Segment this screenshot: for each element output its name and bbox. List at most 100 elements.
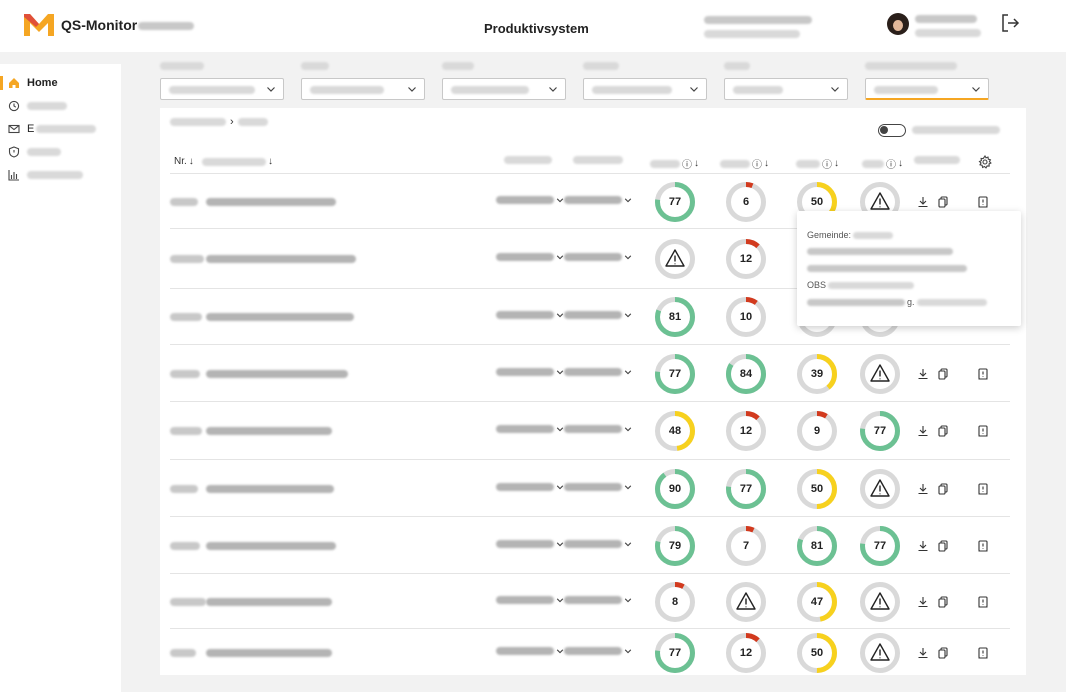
copy-icon[interactable] bbox=[937, 596, 949, 608]
filter-5[interactable] bbox=[724, 60, 848, 100]
score-donut[interactable]: 81 bbox=[796, 525, 838, 567]
download-icon[interactable] bbox=[917, 196, 929, 208]
view-toggle[interactable] bbox=[878, 124, 906, 137]
row-dropdown-a[interactable] bbox=[496, 647, 564, 655]
score-donut[interactable]: 50 bbox=[796, 468, 838, 510]
row-name[interactable] bbox=[206, 313, 354, 321]
report-icon[interactable] bbox=[977, 425, 989, 437]
sidebar-item-security[interactable] bbox=[0, 144, 61, 160]
filter-2[interactable] bbox=[301, 60, 425, 100]
score-donut[interactable]: 90 bbox=[654, 468, 696, 510]
score-donut[interactable]: 77 bbox=[654, 353, 696, 395]
row-name[interactable] bbox=[206, 598, 332, 606]
report-icon[interactable] bbox=[977, 196, 989, 208]
score-donut[interactable]: 39 bbox=[796, 353, 838, 395]
table-row[interactable]: 77 6 50 bbox=[170, 173, 1010, 228]
score-donut[interactable]: 84 bbox=[725, 353, 767, 395]
row-name[interactable] bbox=[206, 370, 348, 378]
column-header-name[interactable]: ↓ bbox=[202, 156, 273, 167]
row-name[interactable] bbox=[206, 649, 332, 657]
download-icon[interactable] bbox=[917, 647, 929, 659]
row-dropdown-b[interactable] bbox=[564, 196, 632, 204]
warning-icon[interactable] bbox=[654, 238, 696, 280]
row-name[interactable] bbox=[206, 427, 332, 435]
download-icon[interactable] bbox=[917, 596, 929, 608]
score-donut[interactable]: 50 bbox=[796, 632, 838, 674]
report-icon[interactable] bbox=[977, 368, 989, 380]
score-donut[interactable]: 81 bbox=[654, 296, 696, 338]
row-dropdown-a[interactable] bbox=[496, 596, 564, 604]
table-row[interactable]: 77 12 50 bbox=[170, 628, 1010, 675]
filter-3[interactable] bbox=[442, 60, 566, 100]
warning-icon[interactable] bbox=[859, 468, 901, 510]
row-dropdown-b[interactable] bbox=[564, 647, 632, 655]
table-row[interactable]: 79 7 81 77 bbox=[170, 516, 1010, 573]
row-dropdown-b[interactable] bbox=[564, 311, 632, 319]
filter-4[interactable] bbox=[583, 60, 707, 100]
sidebar-item-home[interactable]: Home bbox=[0, 75, 58, 91]
score-donut[interactable]: 77 bbox=[654, 632, 696, 674]
table-row[interactable]: 77 84 39 bbox=[170, 344, 1010, 401]
avatar[interactable] bbox=[887, 13, 909, 35]
score-donut[interactable]: 12 bbox=[725, 410, 767, 452]
score-donut[interactable]: 7 bbox=[725, 525, 767, 567]
row-dropdown-b[interactable] bbox=[564, 425, 632, 433]
copy-icon[interactable] bbox=[937, 647, 949, 659]
sidebar-item-mail[interactable]: E bbox=[0, 121, 97, 137]
row-dropdown-a[interactable] bbox=[496, 253, 564, 261]
column-header-score-3[interactable]: ⓘ ↓ bbox=[796, 156, 839, 171]
score-donut[interactable]: 8 bbox=[654, 581, 696, 623]
column-header-score-2[interactable]: ⓘ ↓ bbox=[720, 156, 769, 171]
copy-icon[interactable] bbox=[937, 540, 949, 552]
logout-icon[interactable] bbox=[1000, 13, 1020, 33]
gear-icon[interactable] bbox=[978, 155, 992, 169]
warning-icon[interactable] bbox=[725, 581, 767, 623]
row-name[interactable] bbox=[206, 542, 336, 550]
row-dropdown-a[interactable] bbox=[496, 540, 564, 548]
score-donut[interactable]: 77 bbox=[859, 525, 901, 567]
download-icon[interactable] bbox=[917, 368, 929, 380]
sidebar-item-history[interactable] bbox=[0, 98, 67, 114]
row-dropdown-b[interactable] bbox=[564, 596, 632, 604]
copy-icon[interactable] bbox=[937, 368, 949, 380]
row-dropdown-a[interactable] bbox=[496, 311, 564, 319]
download-icon[interactable] bbox=[917, 540, 929, 552]
row-dropdown-b[interactable] bbox=[564, 540, 632, 548]
row-dropdown-a[interactable] bbox=[496, 368, 564, 376]
row-dropdown-a[interactable] bbox=[496, 483, 564, 491]
warning-icon[interactable] bbox=[859, 632, 901, 674]
report-icon[interactable] bbox=[977, 540, 989, 552]
row-name[interactable] bbox=[206, 485, 334, 493]
score-donut[interactable]: 48 bbox=[654, 410, 696, 452]
score-donut[interactable]: 77 bbox=[654, 181, 696, 223]
row-dropdown-a[interactable] bbox=[496, 196, 564, 204]
download-icon[interactable] bbox=[917, 425, 929, 437]
download-icon[interactable] bbox=[917, 483, 929, 495]
sidebar-item-statistics[interactable] bbox=[0, 167, 83, 183]
score-donut[interactable]: 77 bbox=[725, 468, 767, 510]
filter-6[interactable] bbox=[865, 60, 989, 100]
score-donut[interactable]: 10 bbox=[725, 296, 767, 338]
table-row[interactable]: 48 12 9 77 bbox=[170, 401, 1010, 459]
score-donut[interactable]: 47 bbox=[796, 581, 838, 623]
copy-icon[interactable] bbox=[937, 196, 949, 208]
score-donut[interactable]: 12 bbox=[725, 632, 767, 674]
table-row[interactable]: 8 47 bbox=[170, 573, 1010, 628]
column-header-nr[interactable]: Nr. ↓ bbox=[174, 156, 194, 167]
report-icon[interactable] bbox=[977, 596, 989, 608]
score-donut[interactable]: 79 bbox=[654, 525, 696, 567]
filter-1[interactable] bbox=[160, 60, 284, 100]
report-icon[interactable] bbox=[977, 647, 989, 659]
column-header-score-1[interactable]: ⓘ ↓ bbox=[650, 156, 699, 171]
copy-icon[interactable] bbox=[937, 483, 949, 495]
warning-icon[interactable] bbox=[859, 581, 901, 623]
row-dropdown-b[interactable] bbox=[564, 253, 632, 261]
score-donut[interactable]: 9 bbox=[796, 410, 838, 452]
copy-icon[interactable] bbox=[937, 425, 949, 437]
score-donut[interactable]: 77 bbox=[859, 410, 901, 452]
row-dropdown-b[interactable] bbox=[564, 368, 632, 376]
row-name[interactable] bbox=[206, 198, 336, 206]
table-row[interactable]: 90 77 50 bbox=[170, 459, 1010, 516]
score-donut[interactable]: 6 bbox=[725, 181, 767, 223]
column-header-score-4[interactable]: ⓘ ↓ bbox=[862, 156, 903, 171]
